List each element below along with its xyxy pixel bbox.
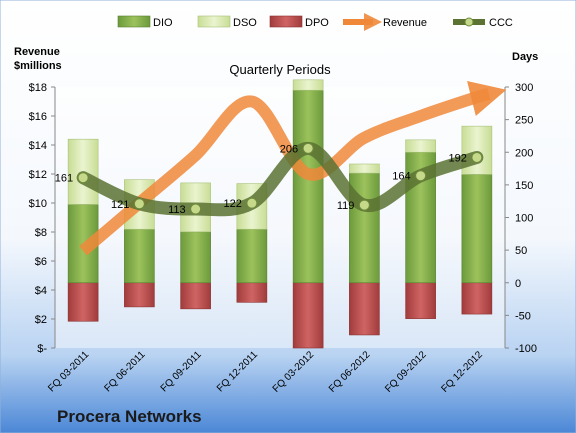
ccc-data-label: 192 [449,152,467,164]
right-tick-label: 300 [515,82,533,94]
chart-subtitle: Quarterly Periods [229,62,331,77]
left-tick-label: $10 [29,198,47,210]
bar-dio [180,231,211,284]
legend-swatch [197,15,231,28]
left-tick-label: $18 [29,82,47,94]
legend-label: Revenue [383,17,427,29]
bar-dso [349,163,380,174]
right-axis-title: Days [512,51,538,63]
legend-swatch [269,15,303,28]
right-tick-label: 50 [515,245,527,257]
right-tick-label: 150 [515,180,533,192]
bar-dio [236,228,268,284]
left-axis-title-line2: $millions [14,60,62,72]
left-tick-label: $16 [29,111,47,123]
bars [67,79,493,349]
bar-dio [124,228,155,284]
ccc-data-label: 122 [224,198,242,210]
right-tick-label: -100 [515,343,537,355]
ccc-point [133,198,145,210]
legend: DIO DSO DPO Revenue CCC [117,13,513,31]
legend-label: DIO [153,17,173,29]
legend-swatch [117,15,151,28]
ccc-data-label: 161 [55,173,73,185]
bar-dio [461,174,493,284]
ccc-data-label: 121 [111,199,129,211]
ccc-point [415,170,427,182]
left-tick-label: $8 [35,227,47,239]
ccc-data-label: 113 [168,204,186,216]
ccc-data-labels: 161 121 113 122 206 119 164 192 [55,143,467,216]
ccc-point [190,203,202,215]
bar-dpo [405,282,436,319]
left-tick-label: $14 [29,140,47,152]
bar-dso [292,79,324,91]
right-tick-label: 250 [515,115,533,127]
ccc-point [471,151,483,163]
left-tick-label: $6 [35,256,47,268]
bar-dso [405,139,436,153]
legend-label: DPO [305,17,329,29]
left-tick-label: $2 [35,314,47,326]
company-name: Procera Networks [57,407,202,426]
line-revenue [79,81,507,256]
bar-dpo [461,282,493,315]
right-tick-label: 0 [515,278,521,290]
bar-dpo [292,282,324,349]
left-axis-ticks: $- $2 $4 $6 $8 $10 $12 $14 $16 $18 [29,82,56,355]
bar-dpo [349,282,380,336]
line-ccc [76,141,484,217]
ccc-point [77,172,89,184]
left-tick-label: $12 [29,169,47,181]
bar-dpo [124,282,155,308]
bar-dpo [180,282,211,310]
right-tick-label: 200 [515,147,533,159]
ccc-point [358,199,370,211]
left-tick-label: $4 [35,285,47,297]
right-tick-label: 100 [515,213,533,225]
left-axis-title-line1: Revenue [14,46,60,58]
right-tick-label: -50 [515,310,531,322]
ccc-data-label: 119 [337,200,355,212]
bar-dpo [236,282,268,303]
ccc-data-label: 164 [392,171,410,183]
left-tick-label: $- [37,343,47,355]
legend-label: CCC [489,17,513,29]
legend-marker [464,17,474,27]
right-axis-ticks: -100 -50 0 50 100 150 200 250 300 [504,82,537,355]
bar-dpo [67,282,99,322]
ccc-point [246,197,258,209]
ccc-point [302,142,314,154]
legend-label: DSO [233,17,257,29]
ccc-data-label: 206 [280,143,298,155]
bar-dio [292,89,324,284]
lines [76,81,507,256]
